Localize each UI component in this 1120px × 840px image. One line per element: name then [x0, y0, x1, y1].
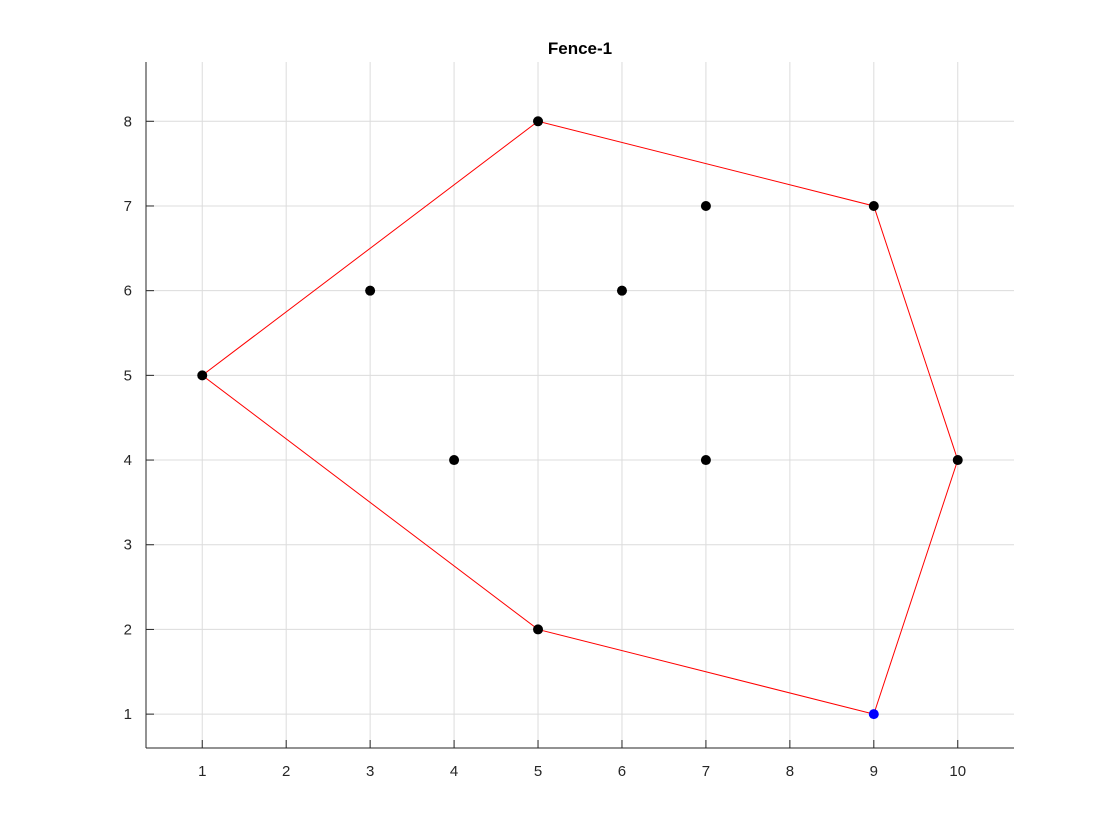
- x-tick-label-5: 5: [534, 763, 542, 780]
- y-tick-label-2: 2: [124, 621, 132, 638]
- data-point: [533, 116, 544, 127]
- x-tick-label-9: 9: [870, 763, 878, 780]
- data-point: [533, 624, 544, 635]
- data-point: [197, 370, 208, 381]
- y-tick-label-3: 3: [124, 537, 132, 554]
- x-tick-label-3: 3: [366, 763, 374, 780]
- data-points: [197, 116, 963, 720]
- x-tick-label-10: 10: [949, 763, 966, 780]
- data-point: [700, 200, 711, 211]
- data-point: [616, 285, 627, 296]
- y-tick-label-7: 7: [124, 198, 132, 215]
- plot-area: 1 2 3 4 5 6 7 8 9 10 1 2 3 4 5 6 7 8: [124, 62, 1014, 780]
- data-point: [365, 285, 376, 296]
- x-tick-label-4: 4: [450, 763, 458, 780]
- highlight-point: [868, 709, 879, 720]
- y-tick-label-6: 6: [124, 283, 132, 300]
- x-tick-label-6: 6: [618, 763, 626, 780]
- y-tick-label-1: 1: [124, 706, 132, 723]
- x-tick-label-2: 2: [282, 763, 290, 780]
- y-tick-label-8: 8: [124, 113, 132, 130]
- axes: [145, 62, 1014, 749]
- data-point: [449, 455, 460, 466]
- x-tick-label-1: 1: [198, 763, 206, 780]
- data-point: [952, 455, 963, 466]
- y-tick-label-5: 5: [124, 367, 132, 384]
- data-point: [868, 200, 879, 211]
- x-tick-label-8: 8: [786, 763, 794, 780]
- tick-labels: 1 2 3 4 5 6 7 8 9 10 1 2 3 4 5 6 7 8: [124, 113, 966, 780]
- data-point: [700, 455, 711, 466]
- x-tick-label-7: 7: [702, 763, 710, 780]
- y-tick-label-4: 4: [124, 452, 132, 469]
- chart-title: Fence-1: [548, 39, 612, 58]
